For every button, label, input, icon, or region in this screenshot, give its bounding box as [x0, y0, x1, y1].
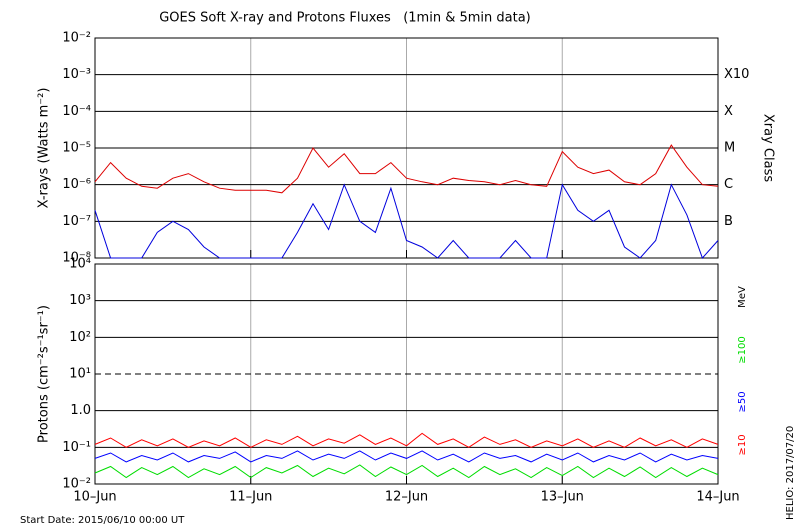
class-label: C — [724, 177, 733, 192]
y-tick-label: 10⁻⁵ — [62, 141, 91, 156]
plot-frame — [94, 37, 719, 259]
y-tick-label: 10⁻² — [62, 477, 91, 492]
y-axis-label: X-rays (Watts m⁻²) — [37, 88, 52, 209]
x-tick-label: 12–Jun — [385, 490, 428, 505]
start-date: Start Date: 2015/06/10 00:00 UT — [20, 515, 185, 526]
x-tick-label: 13–Jun — [541, 490, 584, 505]
series-line — [94, 144, 719, 194]
y-tick-label: 10⁴ — [69, 257, 91, 272]
class-label: X10 — [724, 67, 749, 82]
class-label: B — [724, 214, 733, 229]
class-label: X — [724, 104, 733, 119]
series-line — [94, 464, 719, 479]
class-label: M — [724, 141, 735, 156]
x-tick-label: 11–Jun — [229, 490, 272, 505]
series-line — [94, 183, 719, 259]
series-line — [94, 432, 719, 448]
series-line — [94, 450, 719, 463]
x-tick-label: 14–Jun — [696, 490, 739, 505]
y-tick-label: 10⁻² — [62, 31, 91, 46]
legend-label: ≥50 — [737, 391, 748, 412]
y-tick-label: 10² — [69, 330, 91, 345]
legend-label: ≥10 — [737, 434, 748, 455]
right-axis-label: Xray Class — [761, 114, 776, 182]
x-tick-label: 10–Jun — [73, 490, 116, 505]
y-tick-label: 10⁻⁴ — [62, 104, 91, 119]
y-axis-label: Protons (cm⁻²s⁻¹sr⁻¹) — [37, 305, 52, 443]
y-tick-label: 10⁻³ — [62, 67, 91, 82]
credit: HELIO: 2017/07/20 — [785, 426, 796, 520]
y-tick-label: 10⁻⁷ — [62, 214, 91, 229]
y-tick-label: 10³ — [69, 293, 91, 308]
y-tick-label: 10¹ — [69, 367, 91, 382]
y-tick-label: 1.0 — [70, 403, 91, 418]
legend-label: ≥100 — [737, 336, 748, 363]
plot-frame — [94, 263, 719, 485]
y-tick-label: 10⁻⁸ — [62, 251, 91, 266]
y-tick-label: 10⁻¹ — [62, 440, 91, 455]
y-tick-label: 10⁻⁶ — [62, 177, 91, 192]
chart-title: GOES Soft X-ray and Protons Fluxes (1min… — [159, 11, 531, 26]
unit-label: MeV — [737, 286, 748, 308]
